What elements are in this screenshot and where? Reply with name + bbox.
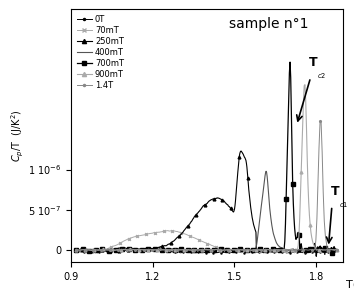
Text: sample n°1: sample n°1 xyxy=(229,17,308,31)
Y-axis label: $C_p$/T  (J/K$^2$): $C_p$/T (J/K$^2$) xyxy=(10,109,26,162)
Text: T: T xyxy=(309,56,318,69)
Text: $_{c1}$: $_{c1}$ xyxy=(339,200,349,210)
X-axis label: T(K): T(K) xyxy=(346,280,354,290)
Text: $_{c2}$: $_{c2}$ xyxy=(318,71,327,81)
Text: T: T xyxy=(331,185,340,198)
Legend: 0T, 70mT, 250mT, 400mT, 700mT, 900mT, 1.4T: 0T, 70mT, 250mT, 400mT, 700mT, 900mT, 1.… xyxy=(73,11,127,94)
